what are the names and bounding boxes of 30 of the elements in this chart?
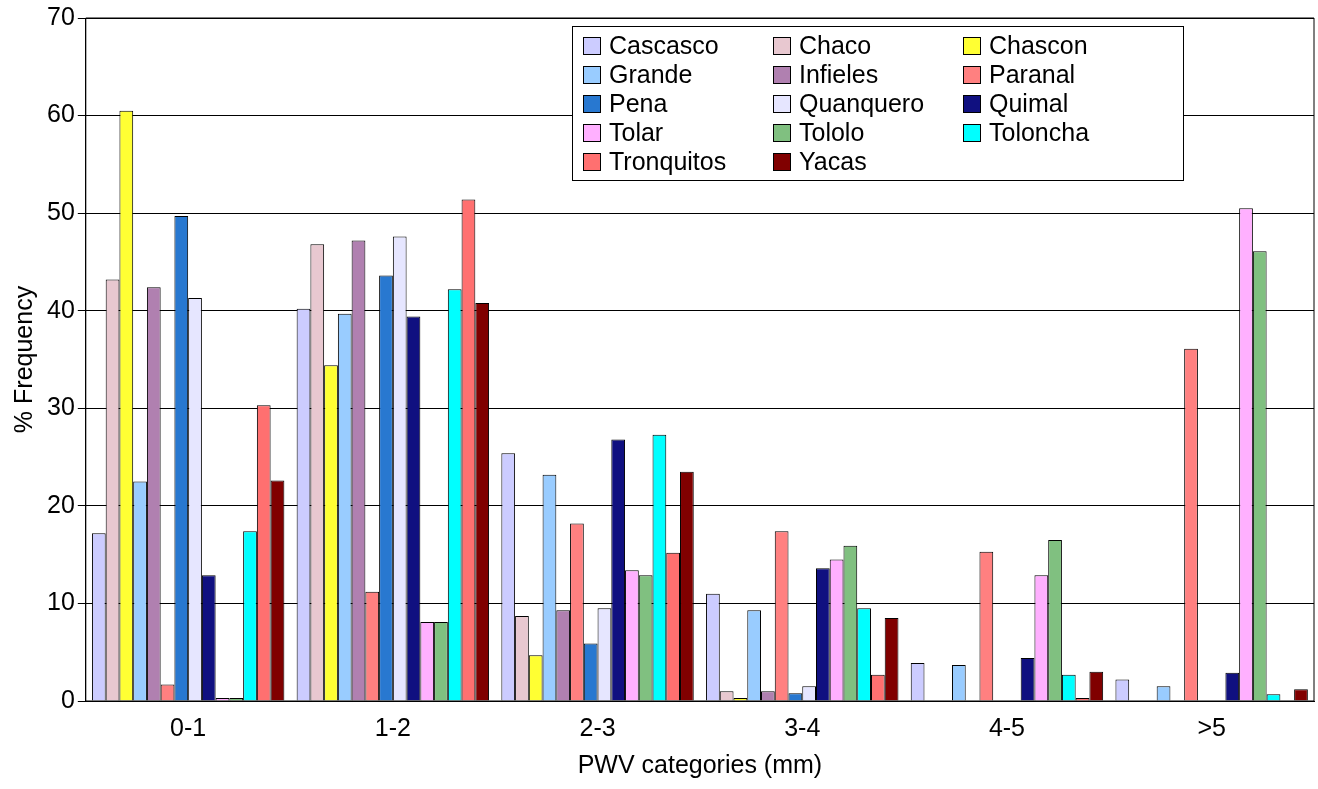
legend-label: Chaco bbox=[798, 31, 873, 60]
y-tick-label: 0 bbox=[60, 684, 75, 713]
legend-label: Pena bbox=[608, 89, 669, 118]
legend-label: Quimal bbox=[988, 89, 1070, 118]
legend-label: Infieles bbox=[798, 60, 880, 89]
y-tick-label: 70 bbox=[47, 1, 75, 30]
legend-label: Tololo bbox=[798, 118, 866, 147]
y-tick-label: 60 bbox=[47, 99, 75, 128]
y-tick-label: 10 bbox=[47, 587, 75, 616]
legend-label: Quanquero bbox=[798, 89, 926, 118]
y-tick-label: 40 bbox=[47, 294, 75, 323]
y-axis-title: % Frequency bbox=[8, 285, 37, 434]
x-tick-label: 3-4 bbox=[784, 712, 821, 741]
x-tick-label: 2-3 bbox=[579, 712, 616, 741]
legend-label: Cascasco bbox=[608, 31, 720, 60]
legend-label: Paranal bbox=[988, 60, 1077, 89]
legend-label: Tronquitos bbox=[608, 147, 728, 176]
legend-label: Grande bbox=[608, 60, 694, 89]
y-tick-label: 20 bbox=[47, 489, 75, 518]
y-tick-label: 50 bbox=[47, 197, 75, 226]
legend-label: Toloncha bbox=[988, 118, 1091, 147]
x-axis-title: PWV categories (mm) bbox=[577, 749, 823, 778]
legend-label: Chascon bbox=[988, 31, 1089, 60]
legend-label: Yacas bbox=[798, 147, 868, 176]
x-tick-label: 1-2 bbox=[374, 712, 411, 741]
x-tick-label: >5 bbox=[1197, 712, 1226, 741]
legend-label: Tolar bbox=[608, 118, 665, 147]
x-tick-label: 4-5 bbox=[988, 712, 1026, 741]
x-tick-label: 0-1 bbox=[170, 712, 207, 741]
y-tick-label: 30 bbox=[47, 392, 75, 421]
